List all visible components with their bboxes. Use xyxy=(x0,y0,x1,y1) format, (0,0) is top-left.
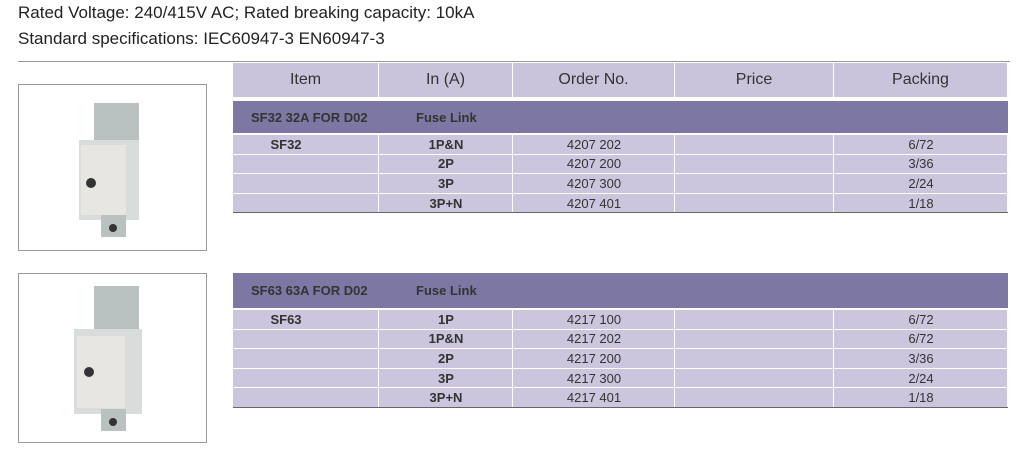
table-cell-bg xyxy=(233,135,378,154)
table-cell-bg xyxy=(834,329,1007,349)
order-no: 4217 202 xyxy=(566,331,622,347)
in-a: 1P&N xyxy=(428,136,464,152)
in-a: 3P xyxy=(438,175,454,191)
column-header: Price xyxy=(675,63,833,97)
table-cell-bg xyxy=(675,193,833,213)
product-drawing xyxy=(79,103,139,237)
order-no: 4217 200 xyxy=(566,350,622,366)
table-cell-bg xyxy=(675,368,833,388)
section-bar xyxy=(233,273,1008,308)
table-cell-bg xyxy=(233,310,378,329)
table-cell-bg xyxy=(834,310,1007,329)
in-a: 1P&N xyxy=(428,331,464,347)
table-cell-bg xyxy=(834,368,1007,388)
section-title: SF32 32A FOR D02 xyxy=(251,109,368,125)
column-header: Packing xyxy=(834,63,1007,97)
packing: 1/18 xyxy=(908,390,934,406)
column-header: Order No. xyxy=(513,63,674,97)
product-image xyxy=(18,273,207,443)
product-drawing xyxy=(74,286,142,431)
table-cell-bg xyxy=(513,368,674,388)
table-cell-bg xyxy=(675,310,833,329)
table-cell-bg xyxy=(834,174,1007,193)
table-bottom-rule xyxy=(233,212,1008,214)
column-header: Item xyxy=(233,63,378,97)
table-cell-bg xyxy=(675,135,833,154)
table-cell-bg xyxy=(513,349,674,368)
section-subtitle: Fuse Link xyxy=(416,283,477,298)
packing: 6/72 xyxy=(908,311,934,327)
section-title: SF63 63A FOR D02 xyxy=(251,283,368,298)
table-cell-bg xyxy=(513,310,674,329)
section-subtitle: Fuse Link xyxy=(416,109,477,125)
in-a: 2P xyxy=(438,350,454,366)
table-cell-bg xyxy=(233,349,378,368)
order-no: 4207 202 xyxy=(566,136,622,152)
table-cell-bg xyxy=(379,388,512,407)
table-cell-bg xyxy=(233,154,378,174)
table-cell-bg xyxy=(233,174,378,193)
in-a: 3P+N xyxy=(429,390,463,406)
order-no: 4207 401 xyxy=(566,195,622,211)
order-no: 4217 401 xyxy=(566,390,622,406)
spec-line: Standard specifications: IEC60947-3 EN60… xyxy=(18,29,385,48)
table-cell-bg xyxy=(379,174,512,193)
packing: 3/36 xyxy=(908,350,934,366)
table-cell-bg xyxy=(675,329,833,349)
table-cell-bg xyxy=(675,388,833,407)
table-cell-bg xyxy=(834,388,1007,407)
in-a: 1P xyxy=(438,311,454,327)
packing: 2/24 xyxy=(908,370,934,386)
table-cell-bg xyxy=(379,349,512,368)
table-cell-bg xyxy=(675,154,833,174)
product-image xyxy=(18,84,207,251)
table-cell-bg xyxy=(379,310,512,329)
rule xyxy=(18,61,1010,62)
section-bar xyxy=(233,101,1008,133)
table-cell-bg xyxy=(834,135,1007,154)
order-no: 4217 100 xyxy=(566,311,622,327)
table-cell-bg xyxy=(513,135,674,154)
item: SF63 xyxy=(270,311,302,327)
table-cell-bg xyxy=(379,368,512,388)
table-cell-bg xyxy=(513,154,674,174)
in-a: 3P+N xyxy=(429,195,463,211)
table-cell-bg xyxy=(233,388,378,407)
packing: 3/36 xyxy=(908,156,934,172)
table-bottom-rule xyxy=(233,407,1008,408)
item: SF32 xyxy=(270,136,302,152)
table-cell-bg xyxy=(379,329,512,349)
packing: 6/72 xyxy=(908,136,934,152)
table-cell-bg xyxy=(379,135,512,154)
packing: 1/18 xyxy=(908,195,934,211)
table-cell-bg xyxy=(513,329,674,349)
table-cell-bg xyxy=(379,154,512,174)
in-a: 2P xyxy=(438,156,454,172)
table-cell-bg xyxy=(513,193,674,213)
spec-line: Rated Voltage: 240/415V AC; Rated breaki… xyxy=(18,3,475,22)
table-cell-bg xyxy=(513,388,674,407)
in-a: 3P xyxy=(438,370,454,386)
packing: 6/72 xyxy=(908,331,934,347)
table-cell-bg xyxy=(233,368,378,388)
table-cell-bg xyxy=(675,349,833,368)
table-cell-bg xyxy=(834,154,1007,174)
table-cell-bg xyxy=(675,174,833,193)
order-no: 4207 300 xyxy=(566,175,622,191)
order-no: 4207 200 xyxy=(566,156,622,172)
order-no: 4217 300 xyxy=(566,370,622,386)
table-cell-bg xyxy=(513,174,674,193)
table-cell-bg xyxy=(834,349,1007,368)
column-header: In (A) xyxy=(379,63,512,97)
packing: 2/24 xyxy=(908,175,934,191)
table-cell-bg xyxy=(233,329,378,349)
table-cell-bg xyxy=(233,193,378,213)
table-cell-bg xyxy=(834,193,1007,213)
table-cell-bg xyxy=(379,193,512,213)
